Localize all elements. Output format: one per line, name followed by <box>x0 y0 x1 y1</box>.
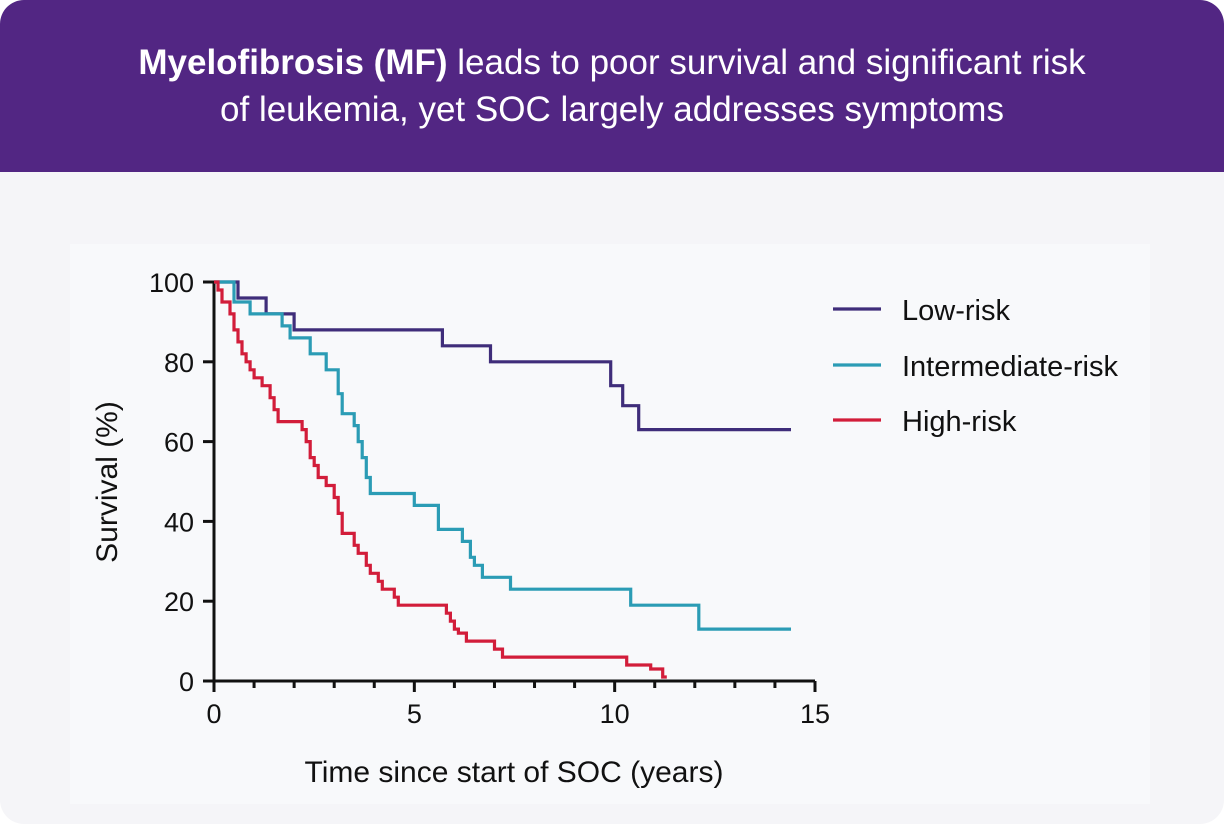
series-line-low-risk <box>214 280 791 432</box>
chart-panel <box>70 244 1150 804</box>
legend-label: Intermediate-risk <box>902 351 1118 383</box>
title-bold: Myelofibrosis (MF) <box>138 43 448 82</box>
x-tick-label: 15 <box>800 699 830 729</box>
y-axis-label: Survival (%) <box>91 401 124 563</box>
x-axis-label: Time since start of SOC (years) <box>305 756 724 789</box>
x-tick-label: 5 <box>407 699 422 729</box>
y-tick-label: 60 <box>164 428 194 458</box>
series-lines <box>214 280 791 679</box>
title-line-2: of leukemia, yet SOC largely addresses s… <box>220 90 1004 129</box>
y-tick-label: 100 <box>149 268 194 298</box>
header-banner: Myelofibrosis (MF) leads to poor surviva… <box>0 0 1224 172</box>
legend-label: High-risk <box>902 406 1017 438</box>
y-tick-label: 20 <box>164 587 194 617</box>
axes: 0 5 10 15 0 20 40 60 80 100 <box>149 268 830 729</box>
x-tick-label: 10 <box>600 699 630 729</box>
y-tick-label: 0 <box>179 667 194 697</box>
legend-label: Low-risk <box>902 295 1010 327</box>
legend: Low-risk Intermediate-risk High-risk <box>833 295 1118 438</box>
series-line-intermediate-risk <box>214 280 791 631</box>
title-line-1-rest: leads to poor survival and significant r… <box>447 43 1086 82</box>
x-tick-label: 0 <box>206 699 221 729</box>
y-tick-label: 40 <box>164 507 194 537</box>
title-line-1: Myelofibrosis (MF) leads to poor surviva… <box>138 39 1085 86</box>
y-tick-label: 80 <box>164 348 194 378</box>
series-line-high-risk <box>214 280 667 679</box>
